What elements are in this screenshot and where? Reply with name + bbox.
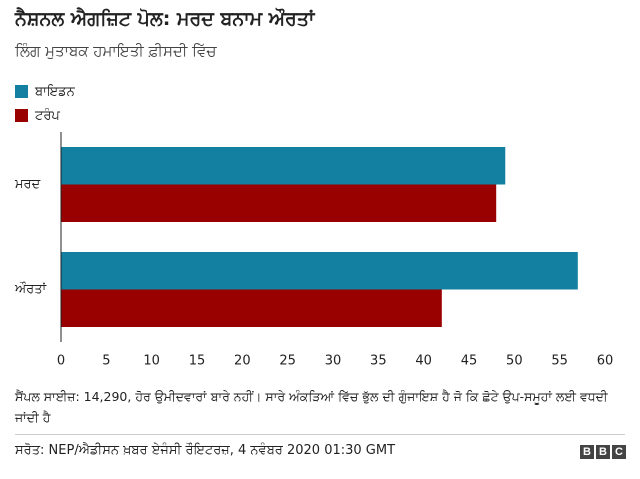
x-tick-label: 15 — [189, 354, 206, 369]
x-tick-label: 5 — [102, 354, 110, 369]
x-tick-label: 35 — [370, 354, 387, 369]
x-tick-label: 55 — [551, 354, 568, 369]
footnote: ਸੈਂਪਲ ਸਾਈਜ਼: 14,290, ਹੋਰ ਉਮੀਦਵਾਰਾਂ ਬਾਰੇ … — [15, 389, 608, 425]
x-tick-label: 60 — [597, 354, 614, 369]
x-tick-label: 30 — [325, 354, 342, 369]
x-tick-label: 25 — [279, 354, 296, 369]
x-tick-label: 10 — [143, 354, 160, 369]
x-tick-label: 50 — [506, 354, 523, 369]
bar — [61, 147, 506, 185]
bar — [61, 252, 578, 290]
legend-swatch — [15, 85, 28, 98]
y-tick-label: ਮਰਦ — [14, 177, 41, 192]
chart: ਬਾਇਡਨ ਟਰੰਪ 0 5 10 15 20 25 30 35 40 45 50 55 60 ਮਰਦ ਔਰਤਾ… — [14, 85, 614, 369]
legend-label: ਟਰੰਪ — [34, 108, 60, 124]
legend-swatch — [15, 109, 28, 122]
x-tick-label: 40 — [415, 354, 432, 369]
y-tick-label: ਔਰਤਾਂ — [14, 282, 48, 297]
x-tick-label: 45 — [461, 354, 478, 369]
x-tick-label: 0 — [57, 354, 65, 369]
chart-title: ਨੈਸ਼ਨਲ ਐਗਜ਼ਿਟ ਪੋਲ: ਮਰਦ ਬਨਾਮ ਔਰਤਾਂ — [15, 8, 315, 30]
source: ਸਰੋਤ: NEP/ਐਡੀਸਨ ਖ਼ਬਰ ਏਜੰਸੀ ਰੌਇਟਰਜ਼, 4 ਨਵ… — [15, 443, 396, 458]
bar — [61, 184, 497, 222]
x-tick-label: 20 — [234, 354, 251, 369]
bar — [61, 289, 442, 327]
divider — [15, 434, 625, 435]
legend-label: ਬਾਇਡਨ — [34, 85, 76, 100]
chart-subtitle: ਲਿੰਗ ਮੁਤਾਬਕ ਹਮਾਇਤੀ ਫ਼ੀਸਦੀ ਵਿੱਚ — [15, 42, 217, 60]
